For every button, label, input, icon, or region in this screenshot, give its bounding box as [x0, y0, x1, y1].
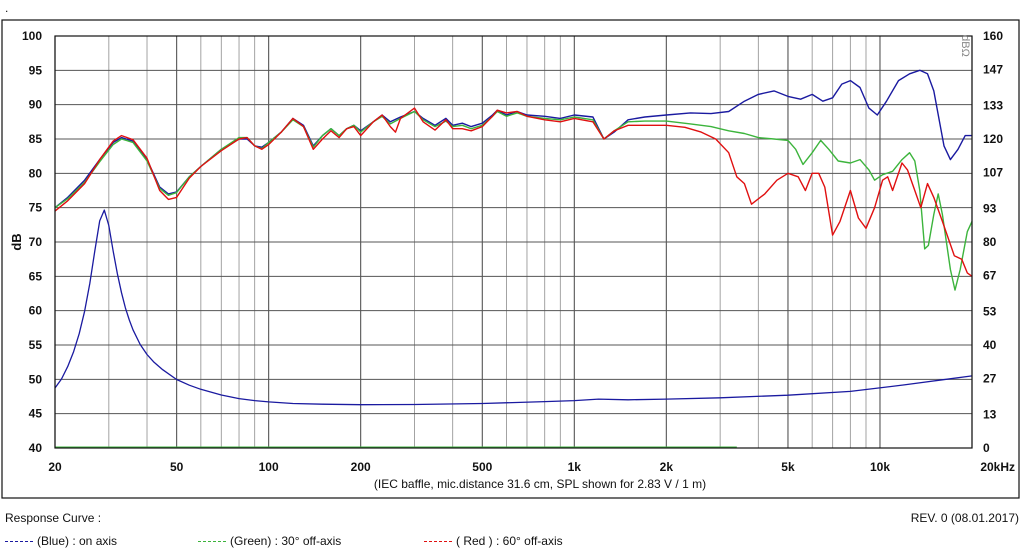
legend-swatch-red [424, 540, 452, 542]
chart-frame [1, 19, 1020, 499]
corner-unit-label: dBΩ [959, 35, 971, 57]
y-tick-label: 100 [22, 29, 42, 43]
y-tick-label: 45 [29, 407, 43, 421]
x-tick-label: 5k [781, 460, 795, 474]
response-chart: . 40 45 50 55 60 65 70 75 80 85 90 95 100 0 13 27 40 53 67… [0, 0, 1024, 505]
axis-tick-labels: 40 45 50 55 60 65 70 75 80 85 90 95 100 0 13 27 40 53 67 80… [22, 29, 1015, 474]
legend-label-blue: (Blue) : on axis [37, 534, 118, 548]
x-tick-label: 20kHz [980, 460, 1015, 474]
y-tick-label: 95 [29, 63, 43, 77]
y2-tick-label: 53 [983, 305, 997, 319]
footer-title: Response Curve : [5, 511, 102, 525]
y-tick-label: 50 [29, 372, 43, 386]
legend-item-blue: (Blue) : on axis [5, 534, 117, 548]
x-tick-label: 100 [259, 460, 279, 474]
series-line-spl-2 [54, 107, 973, 277]
legend-swatch-green [198, 540, 226, 542]
y-tick-label: 55 [29, 338, 43, 352]
y2-tick-label: 0 [983, 441, 990, 455]
x-tick-label: 2k [660, 460, 674, 474]
y2-tick-label: 120 [983, 132, 1003, 146]
y-tick-label: 85 [29, 132, 43, 146]
y-tick-label: 75 [29, 201, 43, 215]
y-tick-label: 60 [29, 304, 43, 318]
y-axis-title: dB [9, 233, 24, 250]
y2-tick-label: 160 [983, 29, 1003, 43]
y2-tick-label: 27 [983, 371, 997, 385]
y2-tick-label: 107 [983, 165, 1003, 179]
y2-tick-label: 13 [983, 408, 997, 422]
legend-item-red: ( Red ) : 60° off-axis [424, 534, 563, 548]
legend-label-green: (Green) : 30° off-axis [230, 534, 342, 548]
chart-background [0, 0, 1024, 505]
x-tick-label: 500 [472, 460, 492, 474]
y2-tick-label: 133 [983, 99, 1003, 113]
y-tick-label: 70 [29, 235, 43, 249]
y-tick-label: 80 [29, 166, 43, 180]
x-tick-label: 200 [351, 460, 371, 474]
series-line-impedance-3 [54, 209, 973, 406]
y2-tick-label: 67 [983, 268, 997, 282]
legend-swatch-blue [5, 540, 33, 542]
x-tick-label: 20 [48, 460, 62, 474]
top-mark: . [5, 1, 8, 15]
y2-tick-label: 147 [983, 62, 1003, 76]
series [54, 69, 973, 448]
x-tick-label: 1k [568, 460, 582, 474]
x-tick-label: 10k [870, 460, 890, 474]
y2-tick-label: 40 [983, 338, 997, 352]
legend-label-red: ( Red ) : 60° off-axis [456, 534, 563, 548]
revision-label: REV. 0 (08.01.2017) [910, 511, 1019, 525]
y2-tick-label: 93 [983, 202, 997, 216]
y-tick-label: 65 [29, 269, 43, 283]
chart-caption: (IEC baffle, mic.distance 31.6 cm, SPL s… [374, 477, 706, 491]
legend-item-green: (Green) : 30° off-axis [198, 534, 341, 548]
x-tick-label: 50 [170, 460, 184, 474]
y-tick-label: 90 [29, 98, 43, 112]
y-tick-label: 40 [29, 441, 43, 455]
y2-tick-label: 80 [983, 235, 997, 249]
plot-area-border [54, 35, 973, 449]
